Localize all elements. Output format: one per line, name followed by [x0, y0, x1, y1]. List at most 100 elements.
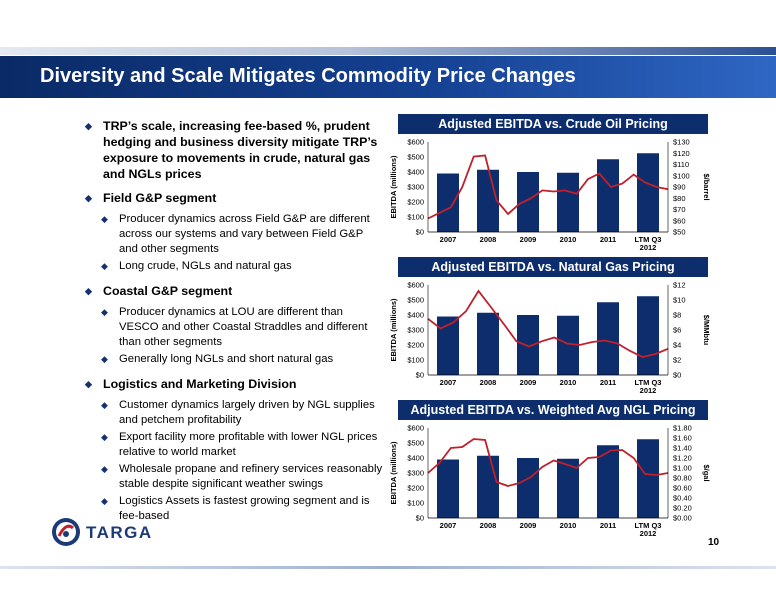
diamond-bullet-icon: ◆: [85, 286, 92, 296]
right-axis-tick-label: $130: [673, 138, 690, 147]
bar: [597, 159, 619, 232]
category-label: 2008: [480, 521, 497, 530]
sub-bullet-item: ◆ Generally long NGLs and short natural g…: [85, 352, 385, 367]
sub-bullet-list: ◆ Customer dynamics largely driven by NGL…: [85, 398, 385, 524]
sub-bullet-text: Producer dynamics at LOU are different t…: [119, 306, 368, 348]
diamond-bullet-icon: ◆: [101, 400, 108, 410]
left-axis-tick-label: $400: [407, 454, 424, 463]
company-logo: TARGA: [50, 516, 200, 556]
left-axis-tick-label: $500: [407, 153, 424, 162]
left-axis-title: EBITDA (millions): [389, 155, 398, 219]
price-line: [427, 154, 669, 220]
bullet-item: ◆ Logistics and Marketing Division: [85, 376, 385, 392]
left-axis-tick-label: $500: [407, 296, 424, 305]
left-axis-tick-label: $200: [407, 198, 424, 207]
diamond-bullet-icon: ◆: [85, 121, 92, 131]
bottom-decorative-rule: [0, 566, 776, 569]
category-label: 2011: [600, 521, 616, 530]
right-axis-tick-label: $1.80: [673, 424, 692, 433]
bar: [597, 302, 619, 375]
left-axis-tick-label: $0: [416, 371, 424, 380]
bar: [477, 169, 499, 232]
category-label: 2011: [600, 235, 616, 244]
right-axis-tick-label: $10: [673, 296, 686, 305]
bar: [437, 459, 459, 518]
bar: [477, 312, 499, 375]
bar: [437, 316, 459, 375]
bar: [637, 296, 659, 375]
right-axis-tick-label: $1.00: [673, 464, 692, 473]
chart-title-natural-gas: Adjusted EBITDA vs. Natural Gas Pricing: [398, 257, 708, 277]
bullet-text: Field G&P segment: [103, 191, 217, 205]
right-axis-title: $/gal: [702, 464, 711, 481]
right-axis-tick-label: $1.20: [673, 454, 692, 463]
category-label: 2008: [480, 235, 497, 244]
top-decorative-rule: [0, 47, 776, 55]
diamond-bullet-icon: ◆: [101, 354, 108, 364]
chart-title-crude: Adjusted EBITDA vs. Crude Oil Pricing: [398, 114, 708, 134]
sub-bullet-text: Customer dynamics largely driven by NGL …: [119, 399, 375, 426]
right-axis-tick-label: $1.40: [673, 444, 692, 453]
right-axis-tick-label: $12: [673, 281, 686, 290]
left-axis-tick-label: $100: [407, 213, 424, 222]
chart-crude-oil: $0 $100 $200 $300 $400 $500 $600 $50 $60 $70 $80 $9…: [389, 138, 711, 253]
bar: [557, 458, 579, 518]
category-label: 2007: [440, 521, 457, 530]
right-axis-tick-label: $120: [673, 149, 690, 158]
left-axis-title: EBITDA (millions): [389, 441, 398, 505]
bar: [557, 172, 579, 232]
category-label: 2010: [560, 521, 577, 530]
category-label: 2009: [520, 521, 537, 530]
left-axis-tick-label: $600: [407, 138, 424, 147]
diamond-bullet-icon: ◆: [101, 261, 108, 271]
bar: [637, 153, 659, 232]
right-axis-tick-label: $60: [673, 216, 686, 225]
right-axis-tick-label: $110: [673, 160, 689, 169]
sub-bullet-text: Wholesale propane and refinery services …: [119, 463, 383, 490]
left-axis-tick-label: $200: [407, 341, 424, 350]
right-axis-tick-label: $8: [673, 311, 681, 320]
bar: [637, 439, 659, 518]
right-axis-tick-label: $0: [673, 371, 681, 380]
sub-bullet-text: Export facility more profitable with low…: [119, 431, 378, 458]
sub-bullet-item: ◆ Producer dynamics across Field G&P are …: [85, 212, 385, 257]
right-axis-tick-label: $0.60: [673, 484, 692, 493]
sub-bullet-list: ◆ Producer dynamics at LOU are different …: [85, 305, 385, 367]
category-label: 2009: [520, 235, 537, 244]
diamond-bullet-icon: ◆: [101, 464, 108, 474]
right-axis-tick-label: $80: [673, 194, 686, 203]
category-label: LTM Q3: [635, 378, 662, 387]
left-axis-tick-label: $600: [407, 424, 424, 433]
bullet-list: ◆ TRP’s scale, increasing fee-based %, pr…: [85, 118, 385, 533]
category-label: 2007: [440, 235, 457, 244]
sub-bullet-list: ◆ Producer dynamics across Field G&P are …: [85, 212, 385, 274]
left-axis-tick-label: $500: [407, 439, 424, 448]
bar: [477, 455, 499, 518]
right-axis-title: $/barrel: [702, 173, 711, 200]
left-axis-tick-label: $0: [416, 514, 424, 523]
right-axis-tick-label: $6: [673, 326, 681, 335]
right-axis-tick-label: $4: [673, 341, 681, 350]
right-axis-tick-label: $0.40: [673, 494, 692, 503]
bar: [517, 172, 539, 232]
sub-bullet-item: ◆ Export facility more profitable with lo…: [85, 430, 385, 460]
chart-natural-gas: $0 $100 $200 $300 $400 $500 $600 $0 $2 $4 $6 $8 $10 $…: [389, 281, 711, 396]
category-label: 2012: [640, 529, 657, 538]
category-label: 2012: [640, 386, 657, 395]
right-axis-tick-label: $2: [673, 356, 681, 365]
price-line: [427, 438, 669, 487]
bullet-text: TRP’s scale, increasing fee-based %, pru…: [103, 119, 378, 181]
diamond-bullet-icon: ◆: [101, 496, 108, 506]
category-label: 2012: [640, 243, 657, 252]
left-axis-tick-label: $400: [407, 311, 424, 320]
sub-bullet-item: ◆ Customer dynamics largely driven by NGL…: [85, 398, 385, 428]
category-label: 2008: [480, 378, 497, 387]
right-axis-tick-label: $0.00: [673, 514, 692, 523]
bullet-item: ◆ TRP’s scale, increasing fee-based %, pr…: [85, 118, 385, 182]
chart-ngl: $0 $100 $200 $300 $400 $500 $600 $0.00$0.20$0.4…: [389, 424, 711, 539]
left-axis-tick-label: $300: [407, 469, 424, 478]
diamond-bullet-icon: ◆: [101, 307, 108, 317]
left-axis-tick-label: $0: [416, 228, 424, 237]
sub-bullet-text: Generally long NGLs and short natural ga…: [119, 353, 334, 365]
left-axis-tick-label: $300: [407, 326, 424, 335]
